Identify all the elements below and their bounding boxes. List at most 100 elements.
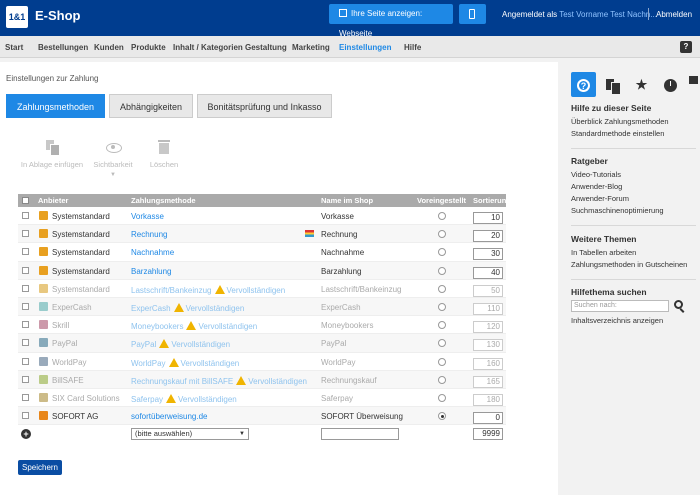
sort-input[interactable]: 20 [473,230,503,243]
sort-input[interactable]: 0 [473,412,503,425]
nav-marketing[interactable]: Marketing [292,43,330,52]
history-tab-button[interactable] [658,72,683,97]
complete-link[interactable]: Vervollständigen [185,303,245,313]
table-row[interactable]: Systemstandard Nachnahme Nachnahme 30 [18,243,506,262]
save-button[interactable]: Speichern [18,460,62,475]
nav-start[interactable]: Start [5,43,24,52]
clipboard-tab-button[interactable] [600,72,625,97]
row-checkbox[interactable] [22,321,29,329]
method-select[interactable]: (bitte auswählen) ▼ [131,428,249,441]
paste-button[interactable]: In Ablage einfügen [17,140,87,169]
default-radio[interactable] [438,248,446,257]
default-radio[interactable] [438,375,446,384]
table-row[interactable]: PayPal PayPal Vervollständigen PayPal 130 [18,334,506,353]
logout-link[interactable]: Abmelden [656,10,693,19]
tab-abhaengigkeiten[interactable]: Abhängigkeiten [109,94,193,118]
complete-link[interactable]: Vervollständigen [180,358,240,368]
more-link-vouchers[interactable]: Zahlungsmethoden in Gutscheinen [571,260,688,269]
nav-produkte[interactable]: Produkte [131,43,166,52]
complete-link[interactable]: Vervollständigen [171,340,231,350]
method-link[interactable]: Rechnung [131,230,168,240]
row-checkbox[interactable] [22,357,29,365]
row-checkbox[interactable] [22,212,29,219]
table-row[interactable]: Systemstandard Vorkasse Vorkasse 10 [18,207,506,226]
select-all-checkbox[interactable] [22,197,29,204]
method-link[interactable]: Saferpay [131,394,164,404]
method-link[interactable]: Vorkasse [131,212,164,221]
header-zahlungsmethode[interactable]: Zahlungsmethode [131,196,196,205]
method-link[interactable]: Barzahlung [131,266,172,276]
sort-input[interactable]: 120 [473,321,503,334]
nav-gestaltung[interactable]: Gestaltung [245,43,287,52]
search-icon[interactable] [674,300,683,309]
complete-link[interactable]: Vervollständigen [248,376,307,386]
collapse-sidebar-icon[interactable] [689,76,698,84]
default-radio[interactable] [438,230,446,239]
table-row[interactable]: SIX Card Solutions Saferpay Vervollständig… [18,389,506,408]
table-row[interactable]: BillSAFE Rechnungskauf mit BillSAFE Vervol… [18,370,506,389]
show-site-button[interactable]: Ihre Seite anzeigen: Webseite [329,4,453,38]
sort-input[interactable]: 40 [473,266,503,279]
row-checkbox[interactable] [22,375,29,383]
table-row[interactable]: WorldPay WorldPay Vervollständigen WorldPay… [18,353,506,371]
guide-link-seo[interactable]: Suchmaschinenoptimierung [571,206,664,215]
row-checkbox[interactable] [22,393,29,401]
default-radio[interactable] [438,302,446,311]
table-row[interactable]: Systemstandard Lastschrift/Bankeinzug Verv… [18,280,506,298]
add-icon[interactable]: + [21,429,31,440]
help-link-overview[interactable]: Überblick Zahlungsmethoden [571,117,669,126]
complete-link[interactable]: Vervollständigen [178,394,237,404]
default-radio[interactable] [438,412,446,421]
nav-inhalt-kategorien[interactable]: Inhalt / Kategorien [173,43,243,52]
sort-input[interactable]: 160 [473,357,503,370]
guide-link-forum[interactable]: Anwender-Forum [571,194,629,203]
default-radio[interactable] [438,284,446,293]
method-link[interactable]: PayPal [131,340,157,350]
method-link[interactable]: Rechnungskauf mit BillSAFE [131,376,234,386]
help-link-standard[interactable]: Standardmethode einstellen [571,129,665,138]
sort-input[interactable]: 110 [473,302,503,315]
nav-einstellungen[interactable]: Einstellungen [339,43,392,52]
method-link[interactable]: Moneybookers [131,322,184,332]
guide-link-videos[interactable]: Video-Tutorials [571,170,622,179]
method-link[interactable]: sofortüberweisung.de [131,412,208,422]
mobile-preview-button[interactable] [459,4,486,24]
help-search-input[interactable]: Suchen nach: [571,300,669,312]
row-checkbox[interactable] [22,230,29,238]
delete-button[interactable]: Löschen [129,140,199,169]
nav-hilfe[interactable]: Hilfe [404,43,422,52]
table-row[interactable]: Skrill Moneybookers Vervollständigen Moneyb… [18,316,506,335]
row-checkbox[interactable] [22,339,29,347]
guide-link-blog[interactable]: Anwender-Blog [571,182,623,191]
sort-input[interactable]: 30 [473,248,503,261]
tab-zahlungsmethoden[interactable]: Zahlungsmethoden [6,94,105,118]
more-link-tables[interactable]: In Tabellen arbeiten [571,248,637,257]
user-name-link[interactable]: Test Vorname Test Nachn... [559,10,657,19]
default-radio[interactable] [438,266,446,275]
row-checkbox[interactable] [22,284,29,292]
table-row[interactable]: Systemstandard Barzahlung Barzahlung 40 [18,261,506,280]
visibility-dropdown[interactable]: Sichtbarkeit ▼ [78,140,148,178]
table-row[interactable]: Systemstandard Rechnung Rechnung 20 [18,225,506,244]
row-checkbox[interactable] [22,248,29,256]
default-radio[interactable] [438,339,446,348]
new-sort-input[interactable]: 9999 [473,428,503,441]
help-icon[interactable]: ? [680,41,692,53]
method-link[interactable]: WorldPay [131,358,166,368]
new-name-input[interactable] [321,428,399,441]
nav-kunden[interactable]: Kunden [94,43,124,52]
sort-input[interactable]: 180 [473,393,503,406]
default-radio[interactable] [438,393,446,402]
method-link[interactable]: Lastschrift/Bankeinzug [131,285,212,295]
sort-input[interactable]: 10 [473,212,503,224]
complete-link[interactable]: Vervollständigen [226,285,286,295]
header-voreingestellt[interactable]: Voreingestellt [417,196,467,205]
index-link[interactable]: Inhaltsverzeichnis anzeigen [571,316,664,325]
favorites-tab-button[interactable]: ★ [629,72,654,97]
default-radio[interactable] [438,212,446,220]
method-link[interactable]: ExperCash [131,303,171,313]
complete-link[interactable]: Vervollständigen [198,322,258,332]
tab-bonitaetspruefung[interactable]: Bonitätsprüfung und Inkasso [197,94,332,118]
method-link[interactable]: Nachnahme [131,248,175,258]
default-radio[interactable] [438,357,446,366]
